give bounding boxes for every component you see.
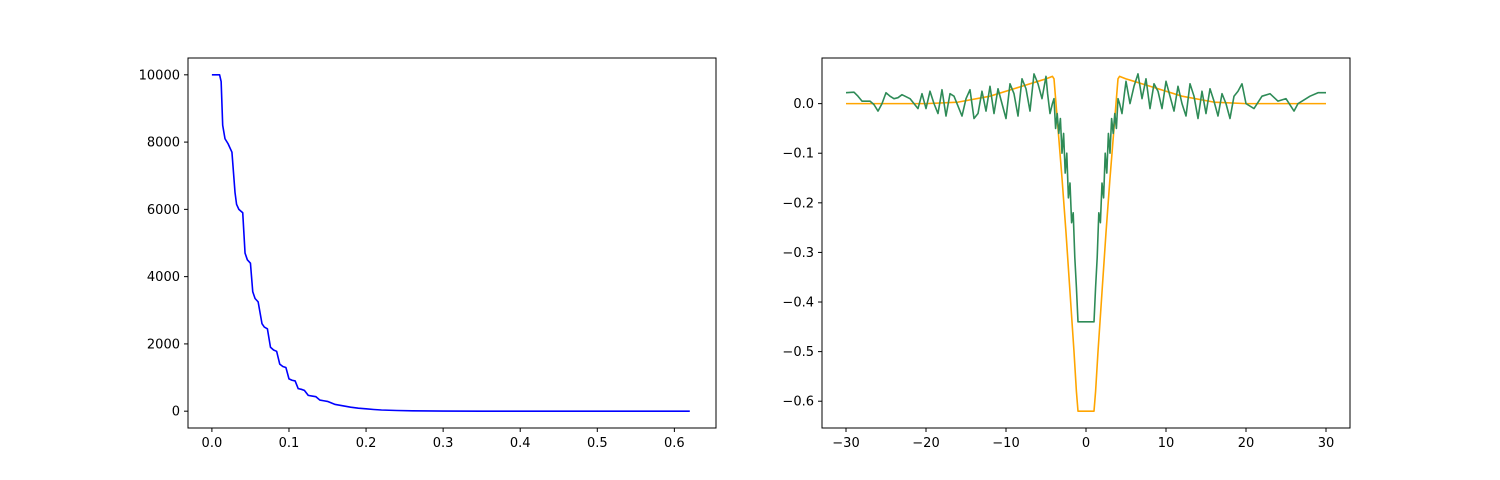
right-x-tick-label: 10 — [1158, 436, 1175, 451]
left-x-tick-label: 0.5 — [587, 436, 608, 451]
left-y-tick-label: 4000 — [147, 270, 180, 285]
left-x-tick-label: 0.4 — [510, 436, 531, 451]
left-x-tick-label: 0.6 — [664, 436, 685, 451]
right-axes-frame — [821, 57, 1351, 429]
left-x-tick-label: 0.2 — [356, 436, 377, 451]
left-series-line-0 — [211, 74, 690, 412]
left-x-tick-label: 0.1 — [279, 436, 300, 451]
left-y-tick-label: 8000 — [147, 136, 180, 151]
left-y-tick-label: 0 — [172, 405, 180, 420]
left-y-tick-label: 6000 — [147, 203, 180, 218]
left-plot: 0.0 0.1 0.2 0.3 0.4 0.5 0.6 0 2000 4000 6000 8000 10… — [139, 57, 717, 451]
right-y-tick-label: −0.1 — [782, 147, 814, 162]
right-x-tick-label: −10 — [992, 436, 1019, 451]
right-x-tick-label: −30 — [832, 436, 859, 451]
right-y-tick-label: −0.6 — [782, 395, 814, 410]
right-x-tick-label: 0 — [1082, 436, 1090, 451]
right-x-tick-label: 20 — [1238, 436, 1255, 451]
right-x-tick-label: −20 — [912, 436, 939, 451]
right-y-tick-label: −0.5 — [782, 345, 814, 360]
left-y-tick-label: 10000 — [139, 68, 180, 83]
right-y-tick-label: 0.0 — [793, 97, 814, 112]
right-x-tick-label: 30 — [1318, 436, 1335, 451]
left-x-tick-label: 0.3 — [433, 436, 454, 451]
left-x-tick-label: 0.0 — [202, 436, 223, 451]
right-series-line-0 — [846, 75, 1326, 412]
left-axes-frame — [187, 57, 717, 429]
right-series-line-1 — [845, 73, 1326, 323]
right-y-tick-label: −0.4 — [782, 296, 814, 311]
right-plot: −30 −20 −10 0 10 20 30 0.0 −0.1 −0.2 −0.3 −0.4 −0.5 −… — [782, 57, 1351, 451]
right-y-tick-label: −0.2 — [782, 196, 814, 211]
left-y-tick-label: 2000 — [147, 337, 180, 352]
right-y-tick-label: −0.3 — [782, 246, 814, 261]
